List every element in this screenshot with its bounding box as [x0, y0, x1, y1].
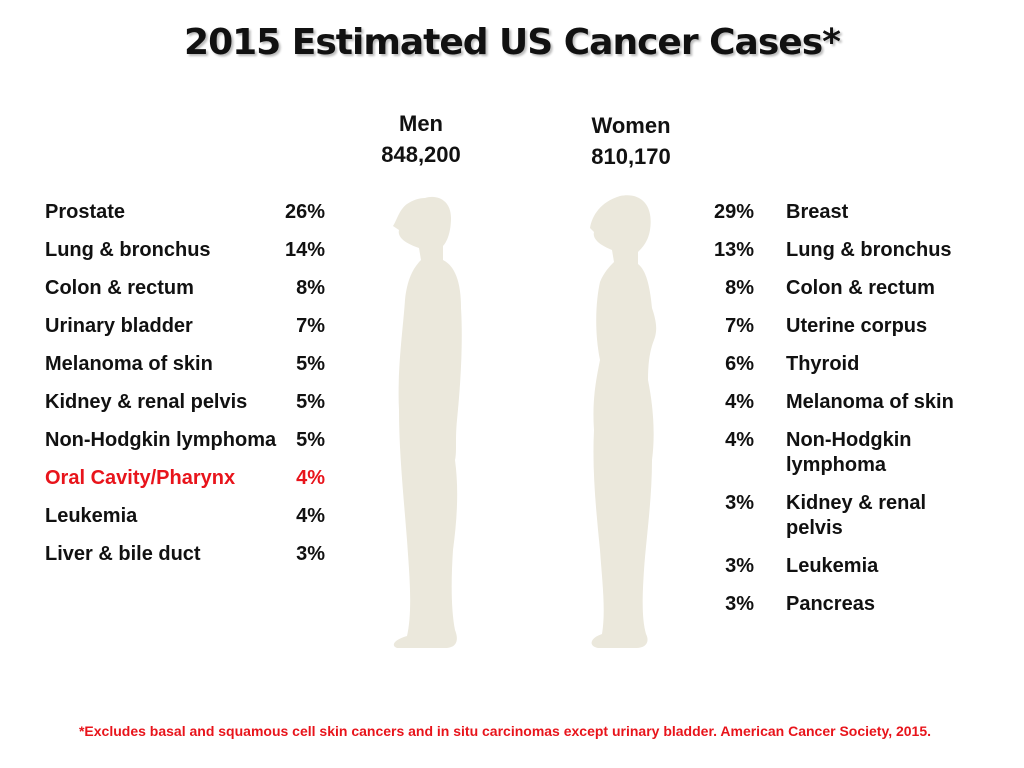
row: Kidney & renal pelvis 5% [45, 390, 325, 415]
site: Leukemia [45, 505, 138, 527]
men-list: Prostate 26% Lung & bronchus 14% Colon & rec… [45, 200, 325, 580]
row: Leukemia 4% [45, 504, 325, 529]
percent: 3% [725, 593, 754, 615]
percent: 7% [296, 315, 325, 337]
percent: 14% [284, 239, 325, 261]
site: Melanoma of skin [786, 391, 954, 413]
site: Non-Hodgkin lymphoma [45, 429, 277, 451]
site: Kidney & renal pelvis [786, 492, 927, 539]
site: Melanoma of skin [45, 353, 213, 375]
site: Pancreas [786, 593, 875, 615]
site: Prostate [45, 201, 126, 223]
row: 3% Kidney & renal pelvis [700, 491, 1000, 541]
men-label: Men [399, 111, 443, 136]
percent: 4% [296, 505, 325, 527]
percent: 3% [296, 543, 325, 565]
site: Uterine corpus [786, 315, 928, 337]
man-silhouette [393, 196, 462, 648]
site: Leukemia [786, 555, 879, 577]
percent: 6% [725, 353, 754, 375]
row: 7% Uterine corpus [700, 314, 1000, 339]
site: Colon & rectum [45, 277, 194, 299]
percent: 26% [284, 201, 325, 223]
percent: 5% [296, 353, 325, 375]
men-total: 848,200 [381, 142, 461, 167]
woman-silhouette [590, 195, 657, 649]
row: Melanoma of skin 5% [45, 352, 325, 377]
row: 8% Colon & rectum [700, 276, 1000, 301]
row: Non-Hodgkin lymphoma 5% [45, 428, 325, 453]
title: 2015 Estimated US Cancer Cases* [184, 22, 841, 63]
row: Oral Cavity/Pharynx 4% [45, 466, 325, 491]
row: 6% Thyroid [700, 352, 1000, 377]
row: Urinary bladder 7% [45, 314, 325, 339]
row: 4% Non-Hodgkin lymphoma [700, 428, 1000, 478]
percent: 13% [713, 239, 754, 261]
site: Urinary bladder [45, 315, 193, 337]
site: Oral Cavity/Pharynx [45, 467, 236, 489]
row: 4% Melanoma of skin [700, 390, 1000, 415]
women-list: 29% Breast 13% Lung & bronchus 8% Colon & rec… [700, 200, 1000, 630]
percent: 8% [725, 277, 754, 299]
percent: 29% [713, 201, 754, 223]
site: Colon & rectum [786, 277, 935, 299]
women-label: Women [591, 113, 671, 138]
percent: 5% [296, 429, 325, 451]
row: Lung & bronchus 14% [45, 238, 325, 263]
site: Breast [786, 201, 849, 223]
site: Liver & bile duct [45, 543, 201, 565]
row: 29% Breast [700, 200, 1000, 225]
women-header: Women 810,170 [551, 110, 711, 172]
row: Colon & rectum 8% [45, 276, 325, 301]
site: Kidney & renal pelvis [45, 391, 248, 413]
footnote: *Excludes basal and squamous cell skin c… [78, 723, 932, 739]
percent: 8% [296, 277, 325, 299]
percent: 5% [296, 391, 325, 413]
women-total: 810,170 [591, 144, 671, 169]
row: 3% Pancreas [700, 592, 1000, 617]
percent: 4% [296, 467, 325, 489]
percent: 4% [725, 429, 754, 451]
site: Lung & bronchus [45, 239, 211, 261]
percent: 3% [725, 555, 754, 577]
percent: 7% [725, 315, 754, 337]
percent: 3% [725, 492, 754, 514]
row: 3% Leukemia [700, 554, 1000, 579]
site: Non-Hodgkin lymphoma [786, 429, 912, 476]
row: Liver & bile duct 3% [45, 542, 325, 567]
site: Lung & bronchus [786, 239, 952, 261]
men-header: Men 848,200 [341, 108, 501, 170]
percent: 4% [725, 391, 754, 413]
row: 13% Lung & bronchus [700, 238, 1000, 263]
row: Prostate 26% [45, 200, 325, 225]
site: Thyroid [786, 353, 860, 375]
